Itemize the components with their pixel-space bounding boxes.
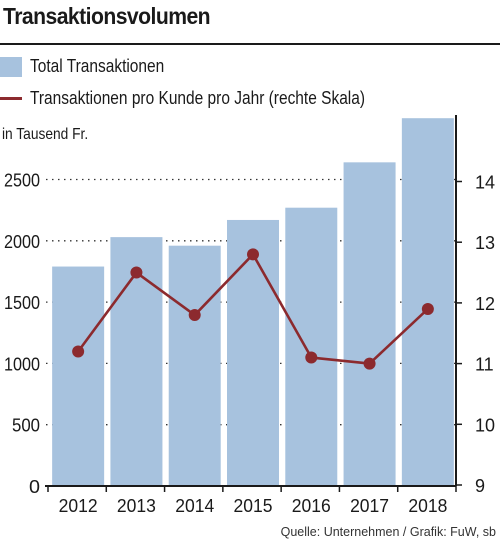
- x-tick-label: 2016: [292, 496, 331, 516]
- legend-label-line: Transaktionen pro Kunde pro Jahr (rechte…: [30, 88, 366, 108]
- x-tick-label: 2014: [175, 496, 214, 516]
- y-tick-label: 1000: [4, 354, 40, 374]
- line-point: [188, 309, 201, 322]
- x-tick-label: 2012: [59, 496, 98, 516]
- bar: [285, 207, 338, 486]
- bar: [343, 162, 396, 486]
- line-point: [72, 345, 85, 358]
- bar: [168, 245, 221, 486]
- y-axis-label: in Tausend Fr.: [2, 126, 89, 143]
- x-tick-label: 2015: [234, 496, 273, 516]
- y2-tick-label: 9: [475, 476, 485, 496]
- legend-item-line: Transaktionen pro Kunde pro Jahr (rechte…: [0, 88, 420, 109]
- y2-tick-label: 14: [475, 173, 495, 193]
- y-tick-label: 2500: [4, 171, 40, 191]
- bar: [110, 237, 163, 486]
- y2-tick-label: 10: [475, 415, 495, 435]
- bar: [227, 219, 279, 486]
- legend-item-bars: Total Transaktionen: [0, 56, 186, 77]
- line-point: [130, 266, 143, 279]
- line-point: [247, 248, 259, 261]
- y-tick-label: 500: [12, 416, 40, 436]
- source-note: Quelle: Unternehmen / Grafik: FuW, sb: [280, 525, 496, 539]
- legend-swatch-bars: [0, 56, 22, 77]
- y-tick-label: 1500: [4, 293, 40, 313]
- line-point: [363, 357, 376, 370]
- line-point: [305, 351, 318, 364]
- y-tick-label: 0: [29, 477, 40, 497]
- line-point: [421, 302, 434, 315]
- chart-title: Transaktionsvolumen: [3, 3, 211, 29]
- bar: [52, 266, 105, 486]
- legend-swatch-line: [0, 97, 22, 100]
- y2-tick-label: 11: [475, 355, 494, 375]
- bar: [401, 118, 454, 486]
- legend-label-bars: Total Transaktionen: [30, 56, 165, 76]
- x-tick-label: 2017: [350, 496, 389, 516]
- title-rule: [0, 43, 500, 45]
- y2-tick-label: 13: [475, 233, 495, 253]
- y2-tick-label: 12: [475, 294, 495, 314]
- x-tick-label: 2018: [408, 496, 447, 516]
- y-tick-label: 2000: [4, 232, 40, 252]
- x-tick-label: 2013: [117, 496, 156, 516]
